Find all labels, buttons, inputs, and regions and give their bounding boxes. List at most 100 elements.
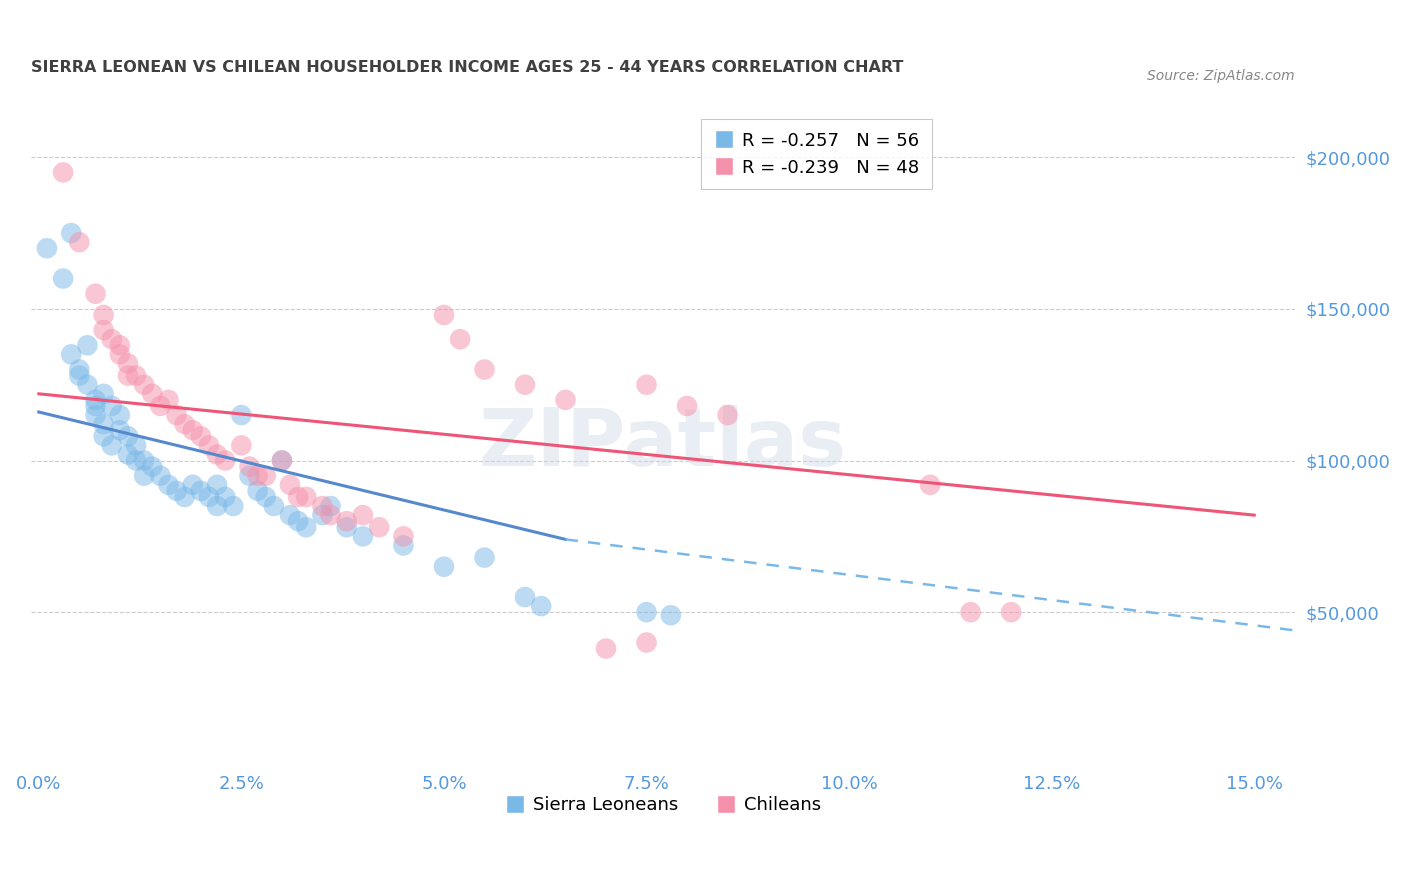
Point [246,483,269,498]
Point [205,499,228,513]
Point [100,438,122,452]
Point [108,338,131,352]
Point [125,368,148,383]
Point [474,362,496,376]
Point [392,529,415,543]
Point [125,438,148,452]
Point [60,347,83,361]
Point [173,417,195,432]
Point [676,399,699,413]
Point [157,478,180,492]
Point [117,429,139,443]
Point [67,362,90,376]
Point [166,483,188,498]
Point [636,377,658,392]
Point [295,490,318,504]
Point [181,478,204,492]
Point [76,338,98,352]
Point [716,408,738,422]
Legend: Sierra Leoneans, Chileans: Sierra Leoneans, Chileans [498,789,828,822]
Point [295,520,318,534]
Point [513,590,536,604]
Point [246,468,269,483]
Point [278,508,301,523]
Point [93,308,115,322]
Point [93,429,115,443]
Point [60,226,83,240]
Point [263,499,285,513]
Point [554,392,576,407]
Point [134,453,156,467]
Point [134,468,156,483]
Point [433,559,456,574]
Point [254,468,277,483]
Point [108,347,131,361]
Point [35,241,58,255]
Point [254,490,277,504]
Point [157,392,180,407]
Point [231,438,253,452]
Point [530,599,553,614]
Point [84,408,107,422]
Point [368,520,391,534]
Point [166,408,188,422]
Point [205,448,228,462]
Point [659,608,682,623]
Point [336,514,359,528]
Point [149,399,172,413]
Point [287,490,309,504]
Point [198,438,221,452]
Text: SIERRA LEONEAN VS CHILEAN HOUSEHOLDER INCOME AGES 25 - 44 YEARS CORRELATION CHAR: SIERRA LEONEAN VS CHILEAN HOUSEHOLDER IN… [31,60,903,75]
Text: Source: ZipAtlas.com: Source: ZipAtlas.com [1147,70,1295,83]
Point [108,423,131,437]
Point [125,453,148,467]
Point [67,235,90,249]
Point [173,490,195,504]
Point [238,459,260,474]
Point [270,453,292,467]
Point [319,508,342,523]
Point [238,468,260,483]
Point [205,478,228,492]
Point [100,399,122,413]
Point [1000,605,1022,619]
Point [636,635,658,649]
Point [84,286,107,301]
Point [214,453,236,467]
Point [93,323,115,337]
Point [352,508,374,523]
Point [595,641,617,656]
Point [449,332,471,346]
Point [278,478,301,492]
Point [474,550,496,565]
Point [513,377,536,392]
Point [636,605,658,619]
Point [117,356,139,370]
Point [433,308,456,322]
Point [920,478,942,492]
Point [100,332,122,346]
Point [336,520,359,534]
Point [190,483,212,498]
Point [141,459,163,474]
Point [311,499,333,513]
Point [84,392,107,407]
Point [93,386,115,401]
Point [287,514,309,528]
Point [959,605,981,619]
Point [84,399,107,413]
Point [190,429,212,443]
Point [270,453,292,467]
Point [117,448,139,462]
Point [222,499,245,513]
Point [149,468,172,483]
Point [117,368,139,383]
Point [352,529,374,543]
Text: ZIPatlas: ZIPatlas [478,405,846,483]
Point [67,368,90,383]
Point [108,408,131,422]
Point [198,490,221,504]
Point [134,377,156,392]
Point [311,508,333,523]
Point [214,490,236,504]
